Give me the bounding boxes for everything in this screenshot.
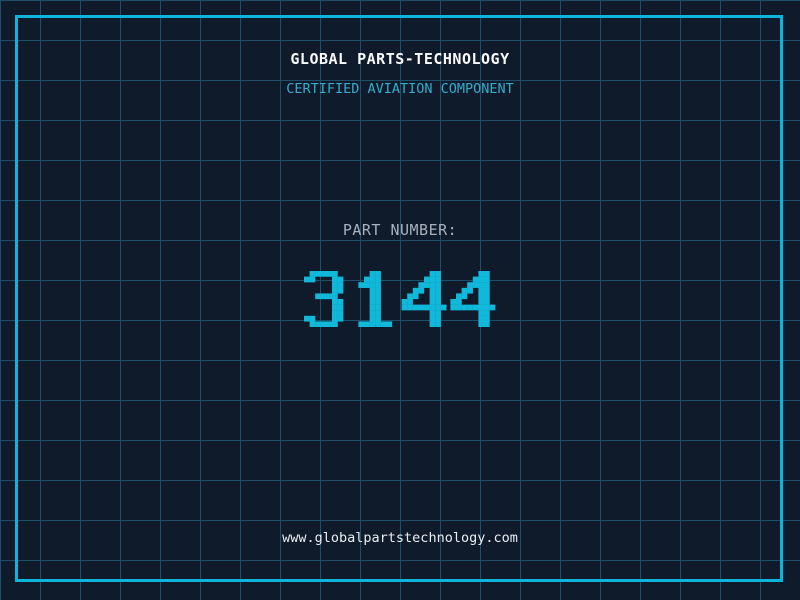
part-number-label: PART NUMBER: [342, 221, 458, 239]
website-url: www.globalpartstechnology.com [282, 530, 518, 546]
company-title: GLOBAL PARTS-TECHNOLOGY [290, 50, 510, 68]
part-number-pixel-digits [304, 271, 496, 327]
part-number-value [0, 271, 800, 331]
certification-subtitle: CERTIFIED AVIATION COMPONENT [286, 81, 514, 97]
